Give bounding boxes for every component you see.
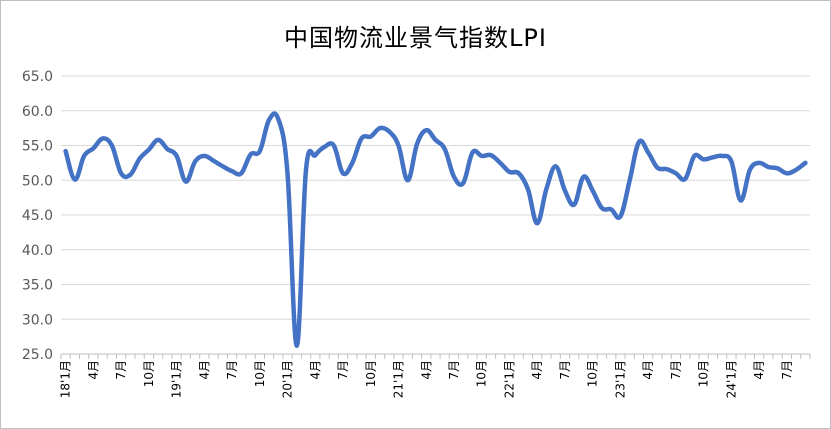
x-tick-label: 7月 — [780, 360, 794, 380]
chart-title: 中国物流业景气指数LPI — [284, 24, 547, 52]
x-tick-label: 4月 — [419, 360, 433, 380]
x-tick-label: 7月 — [447, 360, 461, 380]
x-tick-label: 10月 — [142, 360, 156, 387]
x-tick-label: 22'1月 — [502, 360, 516, 398]
x-tick-label: 4月 — [197, 360, 211, 380]
y-tick-label: 25.0 — [22, 347, 53, 363]
lpi-series-line — [63, 111, 808, 348]
x-tick-label: 4月 — [86, 360, 100, 380]
x-tick-label: 10月 — [475, 360, 489, 387]
x-tick-label: 10月 — [253, 360, 267, 387]
x-tick-label: 4月 — [308, 360, 322, 380]
x-tick-label: 10月 — [586, 360, 600, 387]
y-tick-label: 45.0 — [22, 208, 53, 224]
x-tick-label: 7月 — [669, 360, 683, 380]
x-tick-label: 4月 — [641, 360, 655, 380]
x-tick-label: 7月 — [558, 360, 572, 380]
y-tick-label: 35.0 — [22, 278, 53, 294]
x-tick-label: 21'1月 — [392, 360, 406, 398]
x-tick-label: 4月 — [530, 360, 544, 380]
x-tick-label: 4月 — [752, 360, 766, 380]
x-tick-label: 7月 — [114, 360, 128, 380]
x-tick-label: 18'1月 — [59, 360, 73, 398]
x-tick-label: 23'1月 — [613, 360, 627, 398]
x-tick-label: 10月 — [364, 360, 378, 387]
x-tick-label: 7月 — [225, 360, 239, 380]
y-tick-label: 55.0 — [22, 139, 53, 155]
y-tick-label: 30.0 — [22, 312, 53, 328]
x-tick-label: 24'1月 — [724, 360, 738, 398]
y-tick-label: 50.0 — [22, 173, 53, 189]
y-tick-label: 60.0 — [22, 104, 53, 120]
x-tick-label: 10月 — [697, 360, 711, 387]
y-tick-label: 65.0 — [22, 69, 53, 85]
y-tick-label: 40.0 — [22, 243, 53, 259]
x-tick-label: 20'1月 — [281, 360, 295, 398]
x-tick-label: 19'1月 — [170, 360, 184, 398]
x-tick-label: 7月 — [336, 360, 350, 380]
